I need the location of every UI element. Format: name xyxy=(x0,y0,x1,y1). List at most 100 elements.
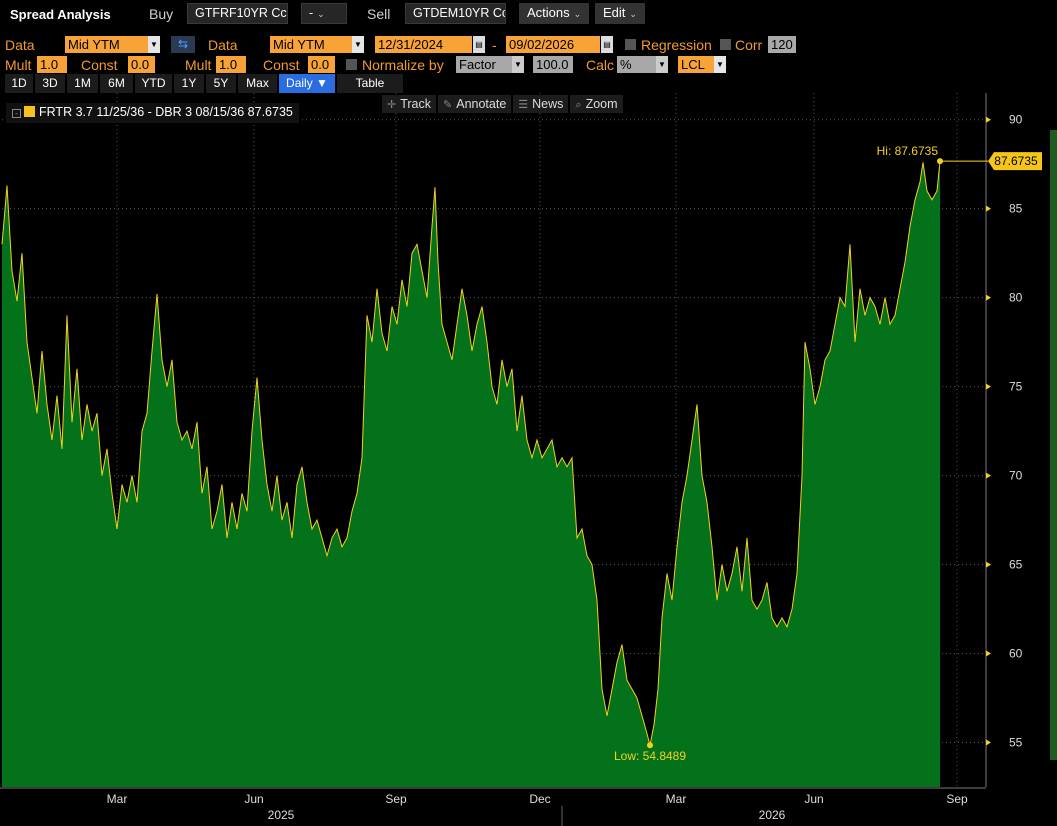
const-input-2[interactable]: 0.0 xyxy=(308,56,335,73)
y-tick-label: 55 xyxy=(1009,736,1023,750)
y-tick-label: 70 xyxy=(1009,469,1023,483)
tab-1d[interactable]: 1D xyxy=(5,74,33,93)
mult-settings-row: Mult 1.0 Const 0.0 Mult 1.0 Const 0.0 No… xyxy=(0,55,1057,75)
page-title: Spread Analysis xyxy=(10,7,111,22)
timeframe-bar: 1D 3D 1M 6M YTD 1Y 5Y Max Daily ▼ Table xyxy=(0,74,1057,93)
x-month-label: Mar xyxy=(666,792,687,806)
dropdown-arrow-icon[interactable]: ▼ xyxy=(352,36,364,53)
corr-label: Corr xyxy=(735,37,763,53)
normalize-checkbox[interactable] xyxy=(346,59,357,70)
tab-table[interactable]: Table xyxy=(337,74,403,93)
operator-select[interactable]: - ⌄ xyxy=(301,3,347,24)
x-year-label: 2026 xyxy=(759,808,786,822)
collapse-toggle-icon[interactable]: - xyxy=(12,109,21,118)
data-select-1[interactable]: Mid YTM xyxy=(65,36,148,53)
corr-input[interactable]: 120 xyxy=(768,36,796,53)
right-scroll-handle xyxy=(1050,130,1057,760)
y-tick-marker xyxy=(986,739,991,746)
chevron-down-icon: ⌄ xyxy=(573,9,582,19)
tab-5y[interactable]: 5Y xyxy=(206,74,236,93)
start-date-input[interactable]: 12/31/2024 xyxy=(375,36,472,53)
tab-daily[interactable]: Daily ▼ xyxy=(279,74,335,93)
corr-checkbox[interactable] xyxy=(720,39,731,50)
tab-1m[interactable]: 1M xyxy=(67,74,98,93)
calendar-icon[interactable]: ▤ xyxy=(601,36,613,53)
buy-label: Buy xyxy=(149,6,174,22)
factor-input[interactable]: 100.0 xyxy=(533,56,573,73)
spread-chart[interactable]: 90 85 80 75 70 65 60 55 Mar Jun Sep Dec Mar Jun Sep 20… xyxy=(0,93,1057,826)
tab-ytd[interactable]: YTD xyxy=(135,74,172,93)
mult-label-1: Mult xyxy=(5,57,32,73)
buy-ticker-input[interactable]: GTFRF10YR Cc xyxy=(187,3,288,24)
normalize-label: Normalize by xyxy=(362,57,444,73)
y-tick-marker xyxy=(986,650,991,657)
const-label-2: Const xyxy=(263,57,300,73)
actions-button[interactable]: Actions ⌄ xyxy=(519,3,590,24)
tab-max[interactable]: Max xyxy=(238,74,277,93)
x-axis: Mar Jun Sep Dec Mar Jun Sep 2025 2026 xyxy=(0,787,986,826)
const-input-1[interactable]: 0.0 xyxy=(128,56,155,73)
sell-label: Sell xyxy=(367,6,391,22)
y-tick-marker xyxy=(986,383,991,390)
x-month-label: Dec xyxy=(529,792,550,806)
dropdown-arrow-icon[interactable]: ▼ xyxy=(148,36,160,53)
y-tick-marker xyxy=(986,205,991,212)
y-tick-label: 65 xyxy=(1009,558,1023,572)
regression-checkbox[interactable] xyxy=(625,39,636,50)
news-button[interactable]: ☰ News xyxy=(513,95,569,113)
y-tick-marker xyxy=(986,116,991,123)
hi-label: Hi: 87.6735 xyxy=(877,144,939,158)
calendar-icon[interactable]: ▤ xyxy=(473,36,485,53)
spread-area xyxy=(2,161,940,787)
end-date-input[interactable]: 09/02/2026 xyxy=(506,36,600,53)
swap-icon[interactable]: ⇆ xyxy=(171,36,195,53)
calc-label: Calc xyxy=(586,57,615,73)
calc-select[interactable]: % xyxy=(617,56,657,73)
chart-area[interactable]: 90 85 80 75 70 65 60 55 Mar Jun Sep Dec Mar Jun Sep 20… xyxy=(0,93,1057,826)
markers: Hi: 87.6735 Low: 54.8489 87.6735 xyxy=(614,130,1057,763)
zoom-icon: ⌕ xyxy=(575,99,582,111)
tab-3d[interactable]: 3D xyxy=(35,74,65,93)
mult-input-1[interactable]: 1.0 xyxy=(37,56,67,73)
spread-line xyxy=(1,161,941,746)
tab-1y[interactable]: 1Y xyxy=(174,74,204,93)
const-label-1: Const xyxy=(81,57,118,73)
tab-6m[interactable]: 6M xyxy=(100,74,133,93)
dropdown-arrow-icon[interactable]: ▼ xyxy=(656,56,668,73)
chevron-down-icon: ⌄ xyxy=(317,9,325,19)
pencil-icon: ✎ xyxy=(443,99,453,111)
date-separator: - xyxy=(492,37,497,53)
regression-label: Regression xyxy=(641,37,712,53)
news-icon: ☰ xyxy=(518,99,529,111)
low-label: Low: 54.8489 xyxy=(614,749,686,763)
dropdown-arrow-icon[interactable]: ▼ xyxy=(512,56,524,73)
chart-toolbar: ✛ Track ✎ Annotate ☰ News ⌕ Zoom xyxy=(382,95,623,113)
x-month-label: Jun xyxy=(804,792,823,806)
x-month-label: Sep xyxy=(385,792,407,806)
header-bar: Spread Analysis Buy GTFRF10YR Cc - ⌄ Sell… xyxy=(0,0,1057,30)
y-tick-label: 60 xyxy=(1009,647,1023,661)
crosshair-icon: ✛ xyxy=(387,99,397,111)
mult-input-2[interactable]: 1.0 xyxy=(216,56,246,73)
data-label-1: Data xyxy=(5,37,35,53)
series-color-swatch xyxy=(24,106,35,117)
data-label-2: Data xyxy=(208,37,238,53)
edit-button[interactable]: Edit ⌄ xyxy=(595,3,645,24)
y-tick-marker xyxy=(986,294,991,301)
sell-ticker-input[interactable]: GTDEM10YR Cc xyxy=(405,3,506,24)
y-tick-label: 80 xyxy=(1009,291,1023,305)
data-select-2[interactable]: Mid YTM xyxy=(270,36,352,53)
y-tick-marker xyxy=(986,472,991,479)
annotate-button[interactable]: ✎ Annotate xyxy=(438,95,512,113)
y-tick-label: 75 xyxy=(1009,380,1023,394)
x-month-label: Jun xyxy=(244,792,263,806)
x-year-label: 2025 xyxy=(268,808,295,822)
series-legend[interactable]: - FRTR 3.7 11/25/36 - DBR 3 08/15/36 87.6… xyxy=(6,103,299,123)
zoom-button[interactable]: ⌕ Zoom xyxy=(570,95,623,113)
dropdown-arrow-icon[interactable]: ▼ xyxy=(714,56,726,73)
track-button[interactable]: ✛ Track xyxy=(382,95,437,113)
normalize-select[interactable]: Factor xyxy=(456,56,513,73)
y-axis: 90 85 80 75 70 65 60 55 xyxy=(985,93,1023,787)
currency-select[interactable]: LCL xyxy=(678,56,715,73)
last-value-tag xyxy=(988,152,1042,171)
